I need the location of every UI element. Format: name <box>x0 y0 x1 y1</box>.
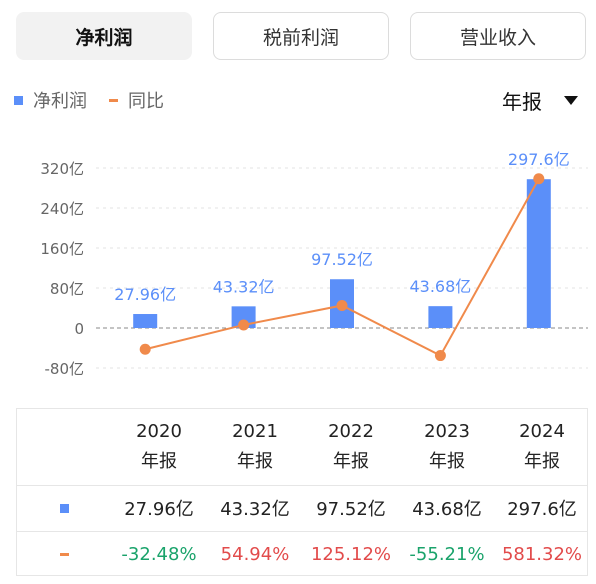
header-year: 2022 <box>328 421 374 442</box>
header-marker-cell <box>17 409 111 485</box>
table-row-yoy: -32.48% 54.94% 125.12% -55.21% 581.32% <box>17 531 587 577</box>
bar <box>428 306 453 328</box>
legend-yoy: 同比 <box>128 91 164 112</box>
bar-value-label: 43.32亿 <box>213 277 275 296</box>
bar-value-label: 297.6亿 <box>508 150 570 169</box>
header-year: 2020 <box>136 421 182 442</box>
caret-down-icon <box>564 96 578 105</box>
bar-value-label: 27.96亿 <box>114 285 176 304</box>
header-col-2020: 2020 年报 <box>111 409 207 485</box>
bar <box>526 179 551 328</box>
profit-chart: 320亿 240亿 160亿 80亿 0 -80亿 27.96亿 43.32亿 97.52亿 43… <box>40 150 588 378</box>
tab-bar: 净利润 税前利润 营业收入 <box>16 12 586 62</box>
table-header-row: 2020 年报 2021 年报 2022 年报 2023 年报 2024 年报 <box>17 409 587 486</box>
chart-legend: 净利润 同比 <box>14 88 164 112</box>
header-period: 年报 <box>524 451 560 472</box>
table-cell: 27.96亿 <box>124 499 194 520</box>
header-period: 年报 <box>333 451 369 472</box>
row-marker-cell <box>17 485 111 531</box>
yoy-point <box>533 173 545 185</box>
header-year: 2023 <box>424 421 470 442</box>
table-cell: 54.94% <box>220 543 290 565</box>
header-col-2022: 2022 年报 <box>303 409 399 485</box>
yoy-point <box>434 350 446 362</box>
bar-marker-icon <box>59 503 69 513</box>
header-col-2024: 2024 年报 <box>495 409 589 485</box>
yoy-point <box>139 343 151 355</box>
bar <box>133 314 158 328</box>
bar-legend-swatch <box>14 95 23 105</box>
bar <box>231 306 256 328</box>
period-dropdown[interactable]: 年报 <box>502 86 578 115</box>
bar-value-label: 97.52亿 <box>311 250 373 269</box>
table-cell: 43.32亿 <box>220 499 290 520</box>
header-col-2023: 2023 年报 <box>399 409 495 485</box>
period-label: 年报 <box>502 90 542 114</box>
y-tick-label: 0 <box>74 320 84 338</box>
data-table: 2020 年报 2021 年报 2022 年报 2023 年报 2024 年报 … <box>16 408 588 576</box>
row-marker-cell <box>17 531 111 577</box>
header-period: 年报 <box>237 451 273 472</box>
yoy-point <box>336 299 348 311</box>
table-cell: 97.52亿 <box>316 499 386 520</box>
header-period: 年报 <box>141 451 177 472</box>
table-cell: -32.48% <box>121 543 197 565</box>
tab-net-profit[interactable]: 净利润 <box>16 12 192 60</box>
bar-value-label: 43.68亿 <box>409 277 471 296</box>
y-tick-label: -80亿 <box>45 360 85 378</box>
y-tick-label: 80亿 <box>50 280 84 298</box>
table-row-net-profit: 27.96亿 43.32亿 97.52亿 43.68亿 297.6亿 <box>17 485 587 532</box>
tab-pretax-profit[interactable]: 税前利润 <box>213 12 389 60</box>
y-tick-label: 240亿 <box>40 200 84 218</box>
table-cell: 125.12% <box>310 543 392 565</box>
table-cell: 43.68亿 <box>412 499 482 520</box>
y-tick-label: 320亿 <box>40 160 84 178</box>
header-year: 2021 <box>232 421 278 442</box>
header-col-2021: 2021 年报 <box>207 409 303 485</box>
table-cell: 297.6亿 <box>507 499 577 520</box>
tab-revenue[interactable]: 营业收入 <box>410 12 586 60</box>
table-cell: -55.21% <box>409 543 485 565</box>
table-cell: 581.32% <box>501 543 583 565</box>
line-marker-icon <box>59 552 69 556</box>
line-legend-swatch <box>109 98 118 102</box>
legend-net-profit: 净利润 <box>33 91 87 112</box>
header-period: 年报 <box>429 451 465 472</box>
header-year: 2024 <box>519 421 565 442</box>
y-tick-label: 160亿 <box>40 240 84 258</box>
yoy-point <box>238 319 250 331</box>
